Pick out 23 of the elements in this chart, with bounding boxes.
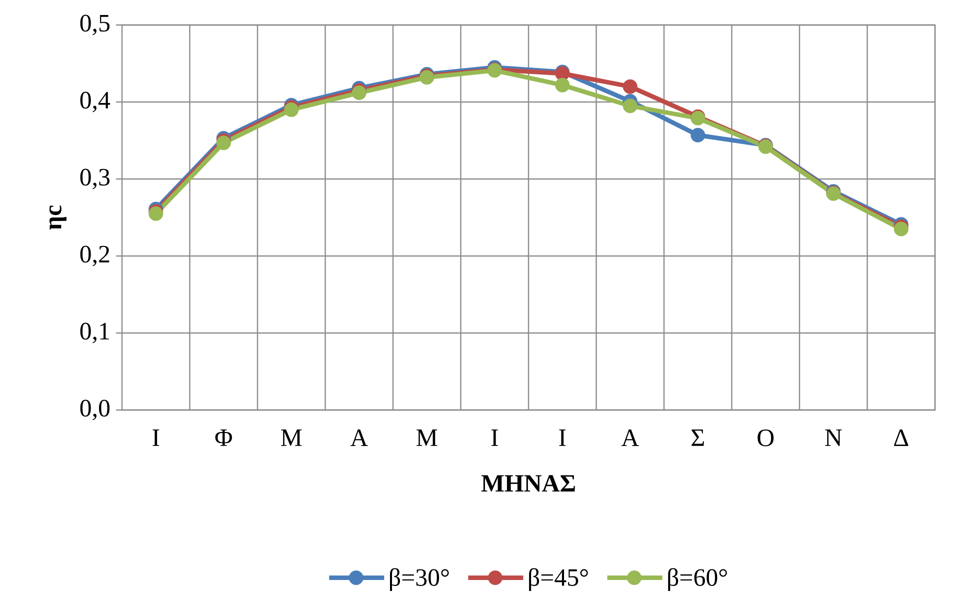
y-tick-label: 0,5	[80, 14, 110, 36]
y-tick-label: 0,0	[80, 400, 110, 420]
x-tick-label: Α	[350, 430, 368, 446]
legend-label: β=30°	[390, 568, 449, 592]
x-tick-label: Μ	[416, 430, 438, 446]
x-tick-label: Ι	[152, 430, 160, 446]
x-tick-label: Φ	[215, 430, 232, 446]
x-tick-label: Ι	[559, 430, 566, 446]
x-tick-label: Ν	[825, 430, 842, 446]
x-tick-label: Μ	[281, 430, 302, 446]
y-tick-label: 0,4	[80, 92, 110, 112]
x-tick-label: Α	[621, 430, 639, 446]
x-tick-label: Ι	[491, 430, 498, 446]
y-tick-label: 0,1	[80, 322, 109, 344]
x-tick-label: Δ	[894, 430, 908, 446]
x-tick-label: Σ	[692, 430, 704, 446]
y-tick-label: 0,3	[80, 168, 110, 190]
x-tick-label: Ο	[758, 430, 774, 446]
y-tick-label: 0,2	[80, 246, 110, 266]
legend-label: β=60°	[668, 568, 727, 592]
x-axis-title: ΜΗΝΑΣ	[481, 475, 575, 492]
y-axis-title: ηc	[49, 206, 66, 230]
legend-label: β=45°	[529, 568, 588, 592]
